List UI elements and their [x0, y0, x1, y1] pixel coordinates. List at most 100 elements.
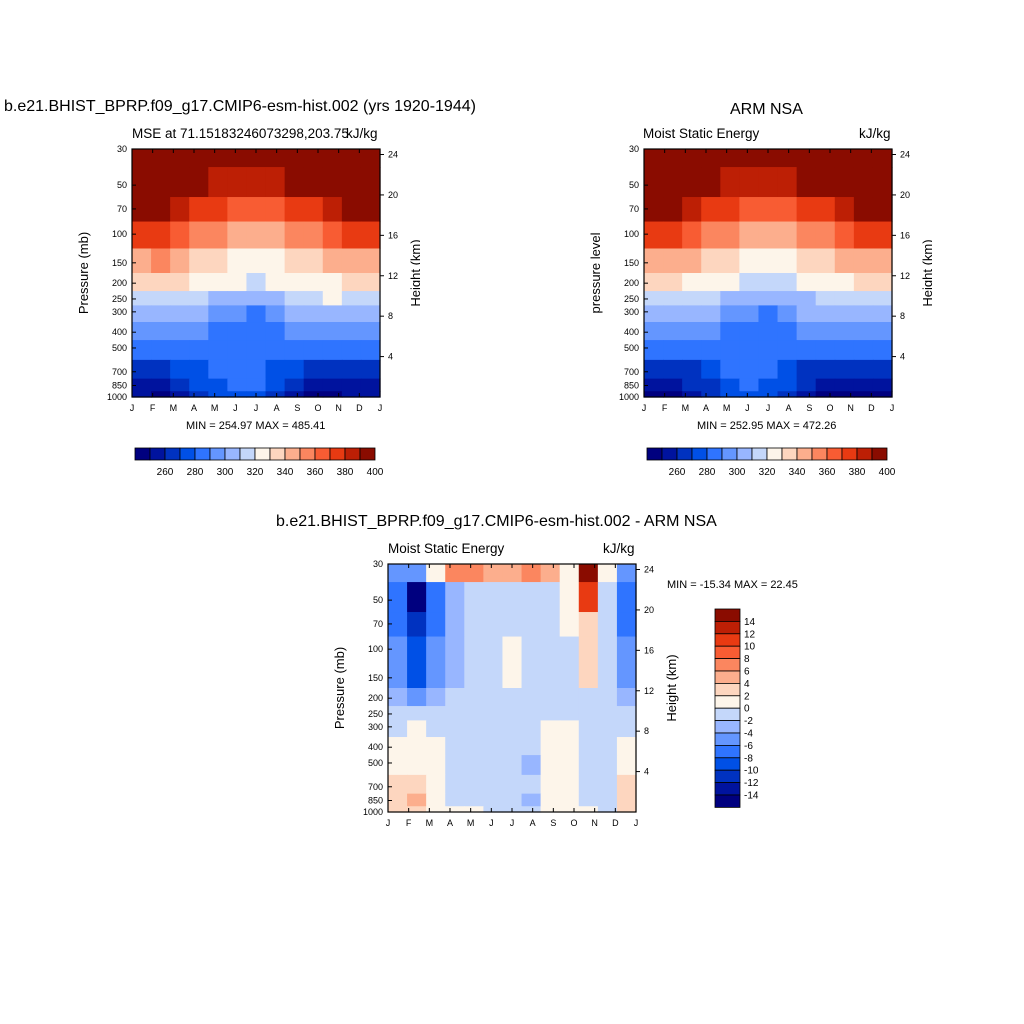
heatmap-cell	[777, 197, 798, 223]
heatmap-cell	[853, 248, 874, 274]
heatmap-cell	[208, 359, 228, 380]
heatmap-cell	[151, 391, 171, 398]
heatmap-cell	[483, 737, 504, 756]
height-tick-label: 8	[388, 311, 393, 321]
heatmap-cell	[170, 340, 190, 361]
pressure-tick-label: 300	[112, 307, 127, 317]
pressure-tick-label: 100	[624, 229, 639, 239]
month-tick-label: A	[703, 403, 709, 413]
colorbar-swatch	[714, 782, 741, 796]
heatmap-cell	[578, 755, 599, 776]
month-tick-label: J	[510, 818, 515, 828]
heatmap-cell	[265, 167, 286, 198]
heatmap-cell	[872, 378, 893, 392]
colorbar-label: 2	[744, 691, 750, 702]
heatmap-cell	[388, 663, 408, 689]
heatmap-cell	[483, 636, 504, 665]
heatmap-cell	[578, 706, 599, 721]
heatmap-cell	[445, 582, 465, 613]
heatmap-cell	[265, 221, 286, 250]
heatmap-cell	[815, 359, 836, 380]
heatmap-cell	[758, 149, 779, 168]
heatmap-cell	[777, 340, 798, 361]
heatmap-cell	[132, 391, 152, 398]
heatmap-cell	[578, 582, 599, 613]
height-tick-label: 24	[900, 150, 910, 160]
heatmap-cell	[682, 291, 702, 306]
colorbar-label: 14	[744, 617, 756, 628]
heatmap-cell	[616, 688, 637, 707]
heatmap-cell	[597, 582, 618, 613]
heatmap-cell	[663, 197, 683, 223]
colorbar-swatch	[284, 447, 301, 461]
heatmap-cell	[464, 564, 484, 583]
heatmap-cell	[445, 720, 465, 738]
heatmap-cell	[578, 793, 599, 807]
heatmap-cell	[720, 197, 740, 223]
heatmap-cell	[815, 248, 836, 274]
colorbar-label: 380	[337, 467, 354, 478]
heatmap-cell	[578, 564, 599, 583]
heatmap-cell	[341, 305, 362, 323]
heatmap-cell	[132, 322, 152, 341]
heatmap-cell	[227, 221, 248, 250]
colorbar-label: 280	[699, 467, 716, 478]
heatmap-cell	[597, 612, 618, 638]
month-tick-label: J	[745, 403, 750, 413]
heatmap-cell	[208, 305, 228, 323]
heatmap-cell	[616, 663, 637, 689]
heatmap-cell	[132, 197, 152, 223]
colorbar-swatch	[691, 447, 708, 461]
heatmap-cell	[284, 340, 305, 361]
heatmap-cell	[578, 612, 599, 638]
heatmap-cell	[426, 582, 446, 613]
heatmap-cell	[464, 582, 484, 613]
pressure-tick-label: 150	[624, 258, 639, 268]
heatmap-cell	[227, 322, 248, 341]
heatmap-cell	[322, 359, 343, 380]
panel2-stats: MIN = 252.95 MAX = 472.26	[697, 420, 837, 432]
colorbar-swatch	[344, 447, 361, 461]
heatmap-cell	[189, 378, 209, 392]
heatmap-cell	[758, 197, 779, 223]
heatmap-cell	[303, 305, 324, 323]
colorbar-label: 260	[157, 467, 174, 478]
panel1-left-subtitle: MSE at 71.15183246073298,203.75	[132, 126, 349, 141]
height-tick-label: 4	[900, 352, 905, 362]
heatmap-cell	[284, 149, 305, 168]
heatmap-cell	[284, 167, 305, 198]
heatmap-cell	[815, 322, 836, 341]
heatmap-cell	[777, 322, 798, 341]
heatmap-cell	[388, 636, 408, 665]
heatmap-cell	[132, 291, 152, 306]
heatmap-cell	[483, 806, 504, 813]
heatmap-cell	[872, 322, 893, 341]
heatmap-cell	[426, 688, 446, 707]
heatmap-cell	[303, 359, 324, 380]
heatmap-cell	[388, 720, 408, 738]
heatmap-cell	[644, 359, 664, 380]
heatmap-cell	[559, 663, 580, 689]
heatmap-cell	[322, 391, 343, 398]
heatmap-cell	[407, 793, 427, 807]
heatmap-cell	[796, 291, 817, 306]
heatmap-cell	[464, 806, 484, 813]
heatmap-cell	[322, 378, 343, 392]
pressure-tick-label: 500	[368, 758, 383, 768]
heatmap-cell	[682, 305, 702, 323]
month-tick-label: A	[274, 403, 280, 413]
heatmap-cell	[189, 305, 209, 323]
heatmap-cell	[502, 636, 523, 665]
heatmap-cell	[834, 291, 855, 306]
heatmap-cell	[644, 221, 664, 250]
heatmap-cell	[341, 378, 362, 392]
height-tick-label: 20	[388, 190, 398, 200]
heatmap-cell	[644, 273, 664, 292]
heatmap-cell	[834, 221, 855, 250]
heatmap-cell	[578, 663, 599, 689]
heatmap-cell	[597, 774, 618, 795]
heatmap-cell	[170, 221, 190, 250]
heatmap-cell	[170, 273, 190, 292]
colorbar-label: -14	[744, 791, 759, 802]
heatmap-cell	[872, 197, 893, 223]
